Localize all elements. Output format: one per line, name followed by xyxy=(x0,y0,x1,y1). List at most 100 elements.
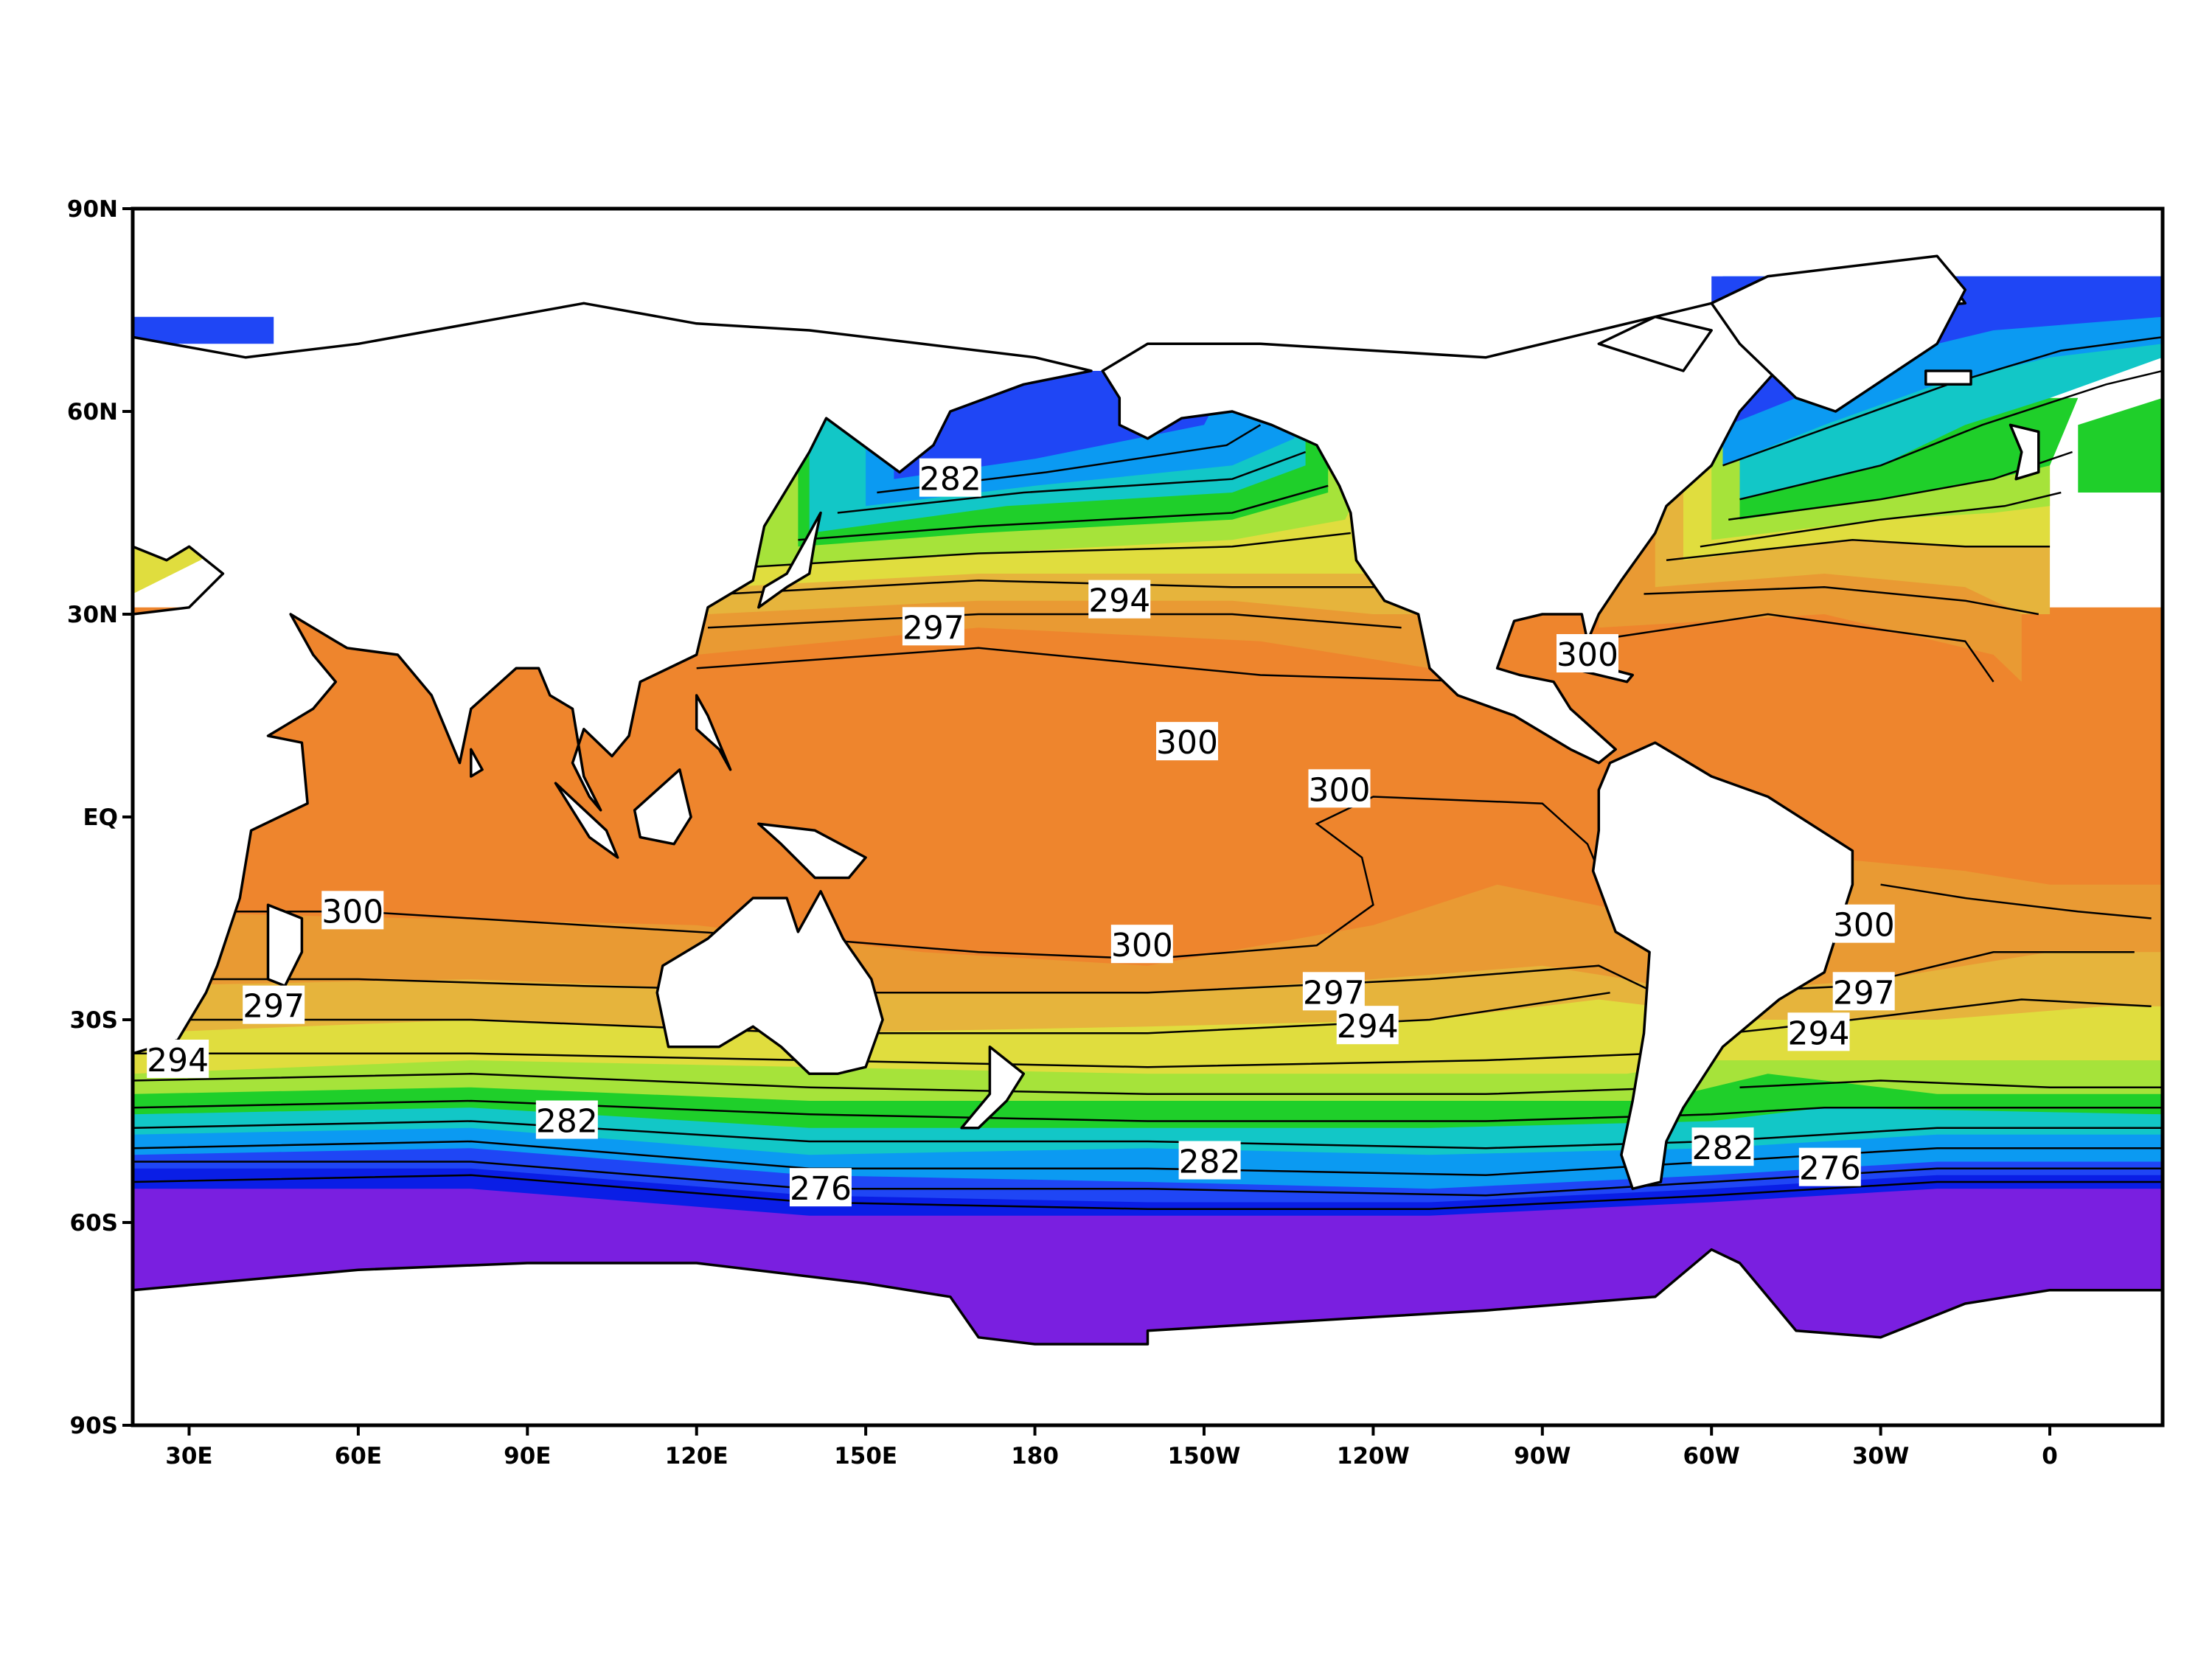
contour-label-text: 300 xyxy=(1557,636,1618,674)
contour-line xyxy=(133,964,1656,994)
x-tick-label: 30W xyxy=(1852,1443,1909,1470)
contour-label: 294 xyxy=(1336,1006,1399,1046)
y-tick-label: 60N xyxy=(67,399,118,425)
contour-label: 300 xyxy=(321,891,384,931)
landmass-philippines xyxy=(695,694,732,771)
contour-label-text: 300 xyxy=(1833,907,1895,945)
contour-line xyxy=(696,647,1486,683)
landmass-eurasia-africa xyxy=(133,302,1093,1055)
x-tick-label: 150E xyxy=(834,1443,897,1470)
landmass-iceland xyxy=(1924,369,1972,386)
contour-label-text: 297 xyxy=(1303,974,1365,1012)
x-tick-label: 60E xyxy=(335,1443,382,1470)
x-tick-label: 30E xyxy=(165,1443,212,1470)
contour-label: 294 xyxy=(1787,1012,1850,1052)
contour-label: 300 xyxy=(1156,722,1219,762)
contour-line xyxy=(1587,613,1994,683)
contour-line xyxy=(1700,491,2062,548)
sst-band-barents xyxy=(133,316,274,344)
contour-label: 297 xyxy=(902,607,964,647)
contour-label-text: 297 xyxy=(243,988,305,1026)
landmass-antarctica xyxy=(133,1248,2163,1425)
contour-label: 300 xyxy=(1832,904,1895,945)
x-tick-label: 0 xyxy=(2042,1443,2058,1470)
landmass-sri-lanka xyxy=(470,748,484,778)
contour-line xyxy=(133,992,1610,1034)
landmass-japan xyxy=(757,511,822,609)
contour-line xyxy=(133,1099,2163,1122)
x-tick-label: 120E xyxy=(665,1443,728,1470)
contour-label: 282 xyxy=(1691,1127,1754,1167)
y-tick-label: 60S xyxy=(70,1210,118,1237)
contour-line xyxy=(1739,1079,2163,1088)
x-tick-label: 120W xyxy=(1337,1443,1410,1470)
contour-label-text: 282 xyxy=(1179,1144,1241,1181)
x-tick-label: 90W xyxy=(1514,1443,1571,1470)
contour-label: 300 xyxy=(1308,769,1371,809)
landmass-australia xyxy=(655,890,884,1076)
landmass-new-zealand xyxy=(960,1045,1026,1130)
contour-label: 276 xyxy=(1798,1147,1861,1188)
contour-label: 297 xyxy=(1302,972,1365,1012)
contour-line xyxy=(133,1161,2163,1197)
contour-line xyxy=(1666,538,2051,561)
contour-label-text: 294 xyxy=(1088,582,1150,620)
landmass-greenland xyxy=(1710,254,1967,413)
contour-line xyxy=(1880,883,2152,919)
contour-label-text: 276 xyxy=(790,1170,852,1208)
landmass-sumatra xyxy=(554,782,619,859)
contour-label: 300 xyxy=(1110,925,1173,964)
contour-label: 282 xyxy=(535,1100,598,1141)
contour-label-text: 294 xyxy=(1337,1008,1399,1046)
contour-label-text: 282 xyxy=(1692,1130,1754,1167)
contour-label-text: 300 xyxy=(1309,771,1371,809)
y-tick-label: 30S xyxy=(70,1007,118,1034)
x-tick-label: 180 xyxy=(1011,1443,1059,1470)
landmass-borneo-png xyxy=(633,768,692,846)
sst-band-ne-atl xyxy=(2078,397,2163,493)
contour-label: 282 xyxy=(1178,1141,1241,1181)
contour-label-text: 276 xyxy=(1799,1150,1861,1188)
contour-label-text: 297 xyxy=(1833,974,1895,1012)
contour-label-text: 294 xyxy=(1788,1015,1850,1052)
landmass-south-america xyxy=(1591,741,1854,1190)
contour-label: 276 xyxy=(789,1168,852,1208)
contour-line xyxy=(753,532,1351,568)
contour-line xyxy=(133,1174,2163,1210)
x-tick-label: 150W xyxy=(1168,1443,1241,1470)
y-tick-label: 30N xyxy=(67,602,118,628)
contour-label-text: 294 xyxy=(147,1042,209,1079)
contour-line xyxy=(1644,586,2039,616)
y-axis: 90N 60N 30N EQ 30S 60S 90S xyxy=(67,196,133,1439)
contour-line xyxy=(133,796,1600,960)
y-tick-label: EQ xyxy=(83,804,118,831)
contour-label-text: 282 xyxy=(536,1103,598,1141)
landmass-baffin xyxy=(1597,315,1713,372)
contour-label: 297 xyxy=(1832,972,1895,1012)
contour-label-text: 300 xyxy=(1156,724,1218,762)
contour-line xyxy=(133,1073,1684,1096)
landmass-uk xyxy=(2008,423,2040,481)
y-tick-label: 90N xyxy=(67,196,118,223)
contour-label-text: 297 xyxy=(902,609,964,647)
contour-label: 297 xyxy=(243,985,305,1026)
contour-label-text: 300 xyxy=(321,893,383,931)
landmass-new-guinea xyxy=(757,822,867,880)
contour-label-text: 300 xyxy=(1111,927,1173,964)
contour-line xyxy=(837,451,1307,514)
sst-contour-lines xyxy=(133,335,2163,1210)
x-tick-label: 90E xyxy=(504,1443,551,1470)
x-axis: 30E 60E 90E 120E 150E 180 150W 120W 90W 60W 30W 0 xyxy=(165,1425,2058,1470)
continents xyxy=(133,254,2163,1425)
contour-label: 294 xyxy=(1088,580,1151,620)
x-tick-label: 60W xyxy=(1683,1443,1740,1470)
contour-line xyxy=(133,1120,2163,1150)
contour-line xyxy=(133,1140,2163,1177)
contour-label-text: 282 xyxy=(919,461,981,498)
y-tick-label: 90S xyxy=(70,1413,118,1439)
contour-line xyxy=(798,484,1329,541)
contour-line xyxy=(133,1052,1655,1068)
contour-line xyxy=(1739,369,2163,501)
